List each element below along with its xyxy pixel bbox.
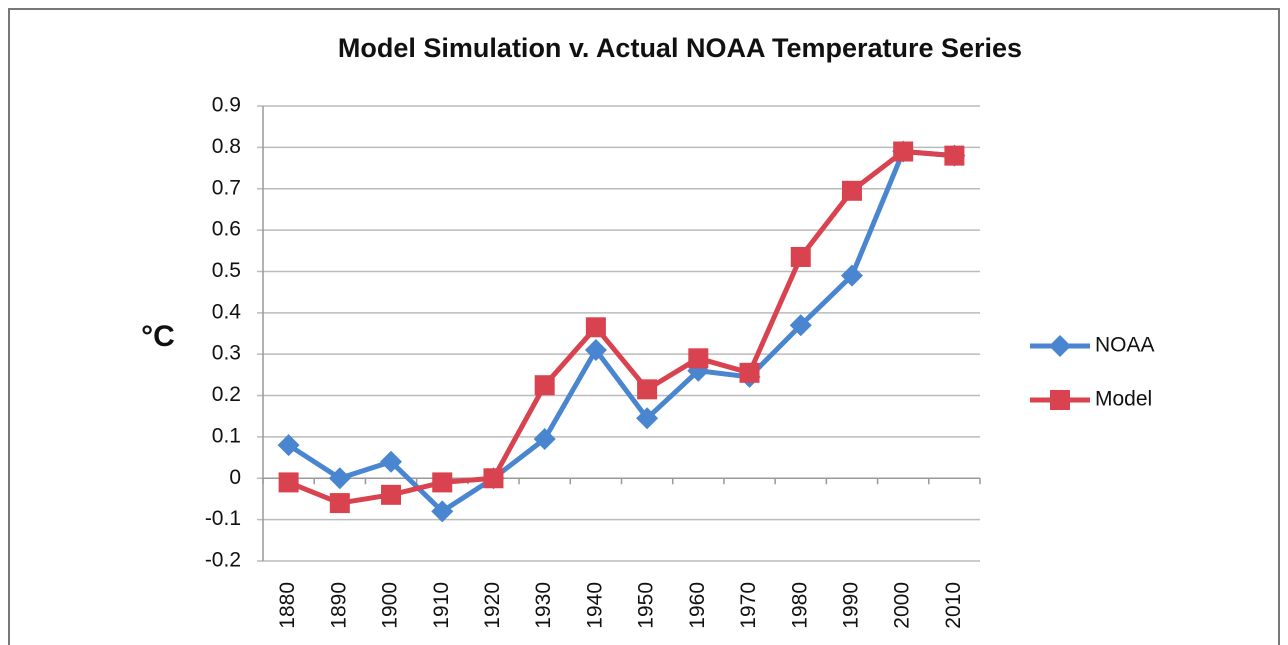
marker: [277, 434, 300, 457]
y-tick-label: 0.4: [212, 300, 242, 323]
x-tick-label: 1880: [276, 582, 299, 629]
y-tick-label: 0.6: [212, 218, 241, 241]
marker: [534, 375, 555, 396]
y-tick-label: 0.5: [212, 259, 241, 282]
x-tick-label: 1930: [532, 582, 555, 629]
marker: [533, 427, 556, 450]
legend-label: NOAA: [1095, 334, 1155, 357]
marker: [585, 317, 606, 338]
x-tick-label: 1960: [686, 582, 709, 629]
legend-label: Model: [1095, 388, 1152, 411]
chart-title: Model Simulation v. Actual NOAA Temperat…: [338, 33, 1022, 63]
x-tick-label: 1980: [788, 582, 811, 629]
y-tick-label: 0: [229, 466, 241, 489]
x-tick-label: 1910: [430, 582, 453, 629]
marker: [432, 472, 453, 493]
marker: [841, 180, 862, 201]
marker: [944, 145, 965, 166]
y-tick-label: -0.2: [205, 549, 241, 572]
series-line: [287, 149, 955, 514]
marker: [637, 379, 658, 400]
y-tick-label: 0.1: [212, 424, 241, 447]
y-tick-label: 0.9: [212, 94, 241, 117]
y-tick-label: 0.2: [212, 383, 241, 406]
marker: [789, 314, 812, 337]
marker: [893, 141, 914, 162]
frame: [8, 8, 1280, 645]
x-tick-label: 1890: [327, 582, 350, 629]
y-tick-label: 0.8: [212, 135, 241, 158]
x-tick-label: 2000: [891, 582, 914, 629]
y-tick-label: 0.3: [212, 342, 241, 365]
marker: [1049, 335, 1071, 357]
marker: [739, 362, 760, 383]
x-tick-label: 1900: [379, 582, 402, 629]
marker: [636, 407, 659, 430]
marker: [431, 500, 454, 523]
marker: [688, 348, 709, 369]
marker: [278, 472, 299, 493]
x-tick-label: 1970: [737, 582, 760, 629]
y-tick-label: -0.1: [205, 507, 241, 530]
x-tick-label: 1950: [635, 582, 658, 629]
marker: [790, 246, 811, 267]
marker: [328, 467, 351, 490]
y-axis-label: °C: [141, 320, 175, 353]
marker: [483, 468, 504, 489]
marker: [1050, 390, 1070, 410]
marker: [584, 339, 607, 362]
y-tick-label: 0.7: [212, 176, 241, 199]
x-tick-label: 2010: [942, 582, 965, 629]
marker: [380, 450, 403, 473]
marker: [840, 264, 863, 287]
x-tick-label: 1940: [583, 582, 606, 629]
x-tick-label: 1920: [481, 582, 504, 629]
marker: [381, 484, 402, 505]
marker: [329, 493, 350, 514]
x-tick-label: 1990: [840, 582, 863, 629]
